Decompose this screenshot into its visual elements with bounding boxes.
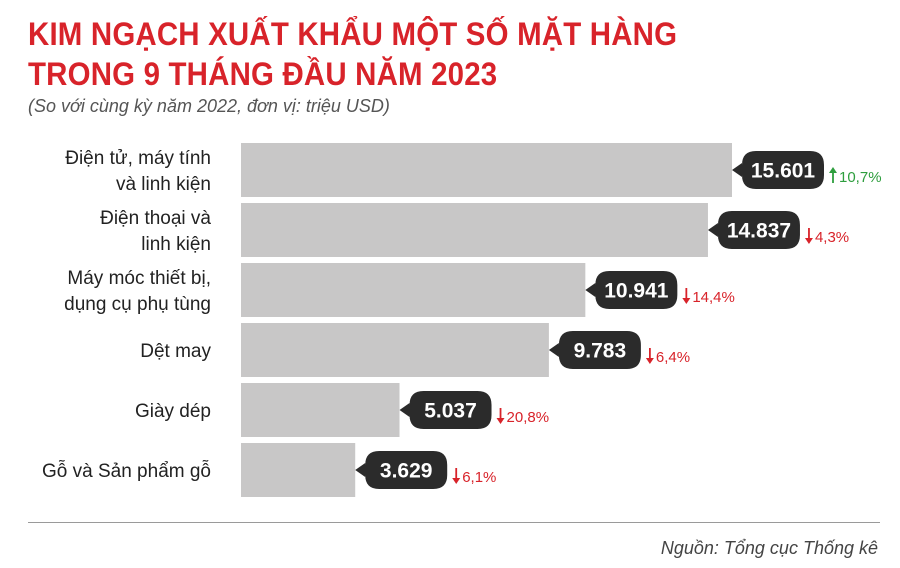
value-callout [585,271,678,309]
arrow-part [682,298,691,304]
change-label: 20,8% [507,409,550,426]
chart-title-line-2: TRONG 9 THÁNG ĐẦU NĂM 2023 [28,56,498,92]
value-callout [355,451,448,489]
category-label: Giày dép [135,401,211,422]
category-label-line: Điện thoại và [100,208,211,229]
category-label-line: Giày dép [135,401,211,422]
data-label: 14.837 [727,220,791,243]
value-callout [732,151,824,189]
bar [241,323,549,377]
arrow-part [452,478,461,484]
arrow-part [804,238,813,244]
arrow-down-icon [682,288,691,304]
arrow-down-icon [496,408,505,424]
value-callout [548,331,641,369]
category-label-line: Điện tử, máy tính [65,148,211,169]
change-label: 4,3% [815,229,849,246]
bar [241,263,586,317]
arrow-down-icon [452,468,461,484]
chart-title-line-1: KIM NGẠCH XUẤT KHẨU MỘT SỐ MẶT HÀNG [28,16,678,52]
category-label: Điện tử, máy tính và linh kiện [65,148,211,195]
data-label: 3.629 [380,460,433,483]
footer-divider [28,522,880,523]
arrow-up-icon [829,167,837,183]
value-callout [399,391,492,429]
category-label-line: linh kiện [141,234,211,255]
category-label-line: Gỗ và Sản phẩm gỗ [42,460,211,482]
category-label: Dệt may [140,341,211,362]
category-label-line: và linh kiện [116,174,211,195]
arrow-part [496,418,505,424]
data-label: 9.783 [574,340,627,363]
change-label: 6,1% [462,469,496,486]
chart-subtitle: (So với cùng kỳ năm 2022, đơn vị: triệu … [28,96,390,116]
bar [241,443,356,497]
data-label: 5.037 [424,400,477,423]
arrow-down-icon [645,348,654,364]
change-label: 6,4% [656,349,690,366]
arrow-down-icon [804,228,813,244]
bar [241,383,400,437]
category-label: Máy móc thiết bị, dụng cụ phụ tùng [64,268,211,315]
category-label-line: dụng cụ phụ tùng [64,294,211,315]
arrow-part [829,167,837,173]
bar [241,203,708,257]
change-label: 14,4% [692,289,735,306]
arrow-part [645,358,654,364]
category-label: Điện thoại và linh kiện [100,208,211,255]
source-note: Nguồn: Tổng cục Thống kê [660,538,878,558]
data-label: 10.941 [604,280,669,303]
category-label-line: Dệt may [140,341,211,362]
change-label: 10,7% [839,169,882,186]
category-label: Gỗ và Sản phẩm gỗ [42,460,211,482]
bar [241,143,732,197]
data-label: 15.601 [751,160,816,183]
value-callout [707,211,800,249]
category-label-line: Máy móc thiết bị, [67,268,211,289]
